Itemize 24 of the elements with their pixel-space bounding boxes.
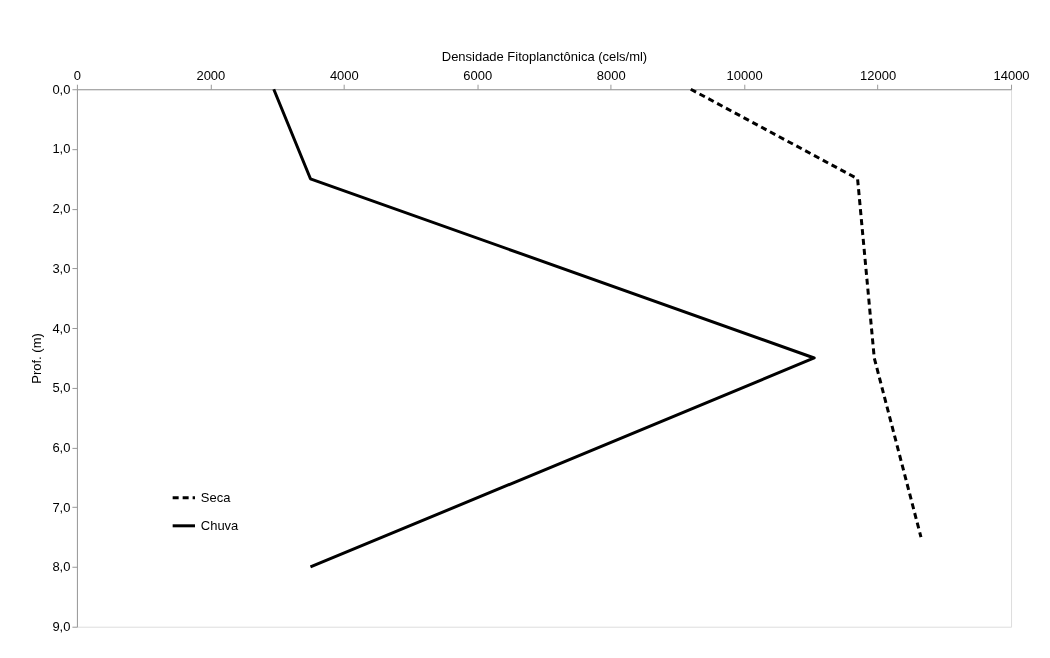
x-tick-label: 4000 (329, 67, 359, 83)
y-tick-label: 5,0 (52, 380, 71, 396)
y-tick-label: 0,0 (52, 81, 71, 97)
y-tick-label: 3,0 (52, 260, 71, 276)
x-tick-label: 8000 (596, 67, 626, 83)
line-series (272, 87, 816, 569)
y-tick-label: 7,0 (52, 499, 71, 515)
legend-label: Seca (200, 489, 232, 505)
y-tick-label: 6,0 (52, 440, 71, 456)
x-tick-label: 14000 (993, 67, 1030, 83)
x-tick-label: 0 (73, 67, 82, 83)
y-axis-title: Prof. (m) (29, 333, 45, 384)
x-tick-label: 12000 (860, 67, 897, 83)
y-tick-label: 1,0 (52, 141, 71, 157)
y-tick-label: 8,0 (52, 559, 71, 575)
y-tick-label: 2,0 (52, 201, 71, 217)
x-tick-label: 10000 (726, 67, 763, 83)
y-tick-label: 4,0 (52, 320, 71, 336)
line-series (689, 87, 923, 539)
x-axis-title: Densidade Fitoplanctônica (cels/ml) (441, 48, 648, 64)
x-tick-label: 2000 (196, 67, 226, 83)
x-tick-label: 6000 (463, 67, 493, 83)
legend-label: Chuva (200, 517, 240, 533)
y-tick-label: 9,0 (52, 619, 71, 635)
